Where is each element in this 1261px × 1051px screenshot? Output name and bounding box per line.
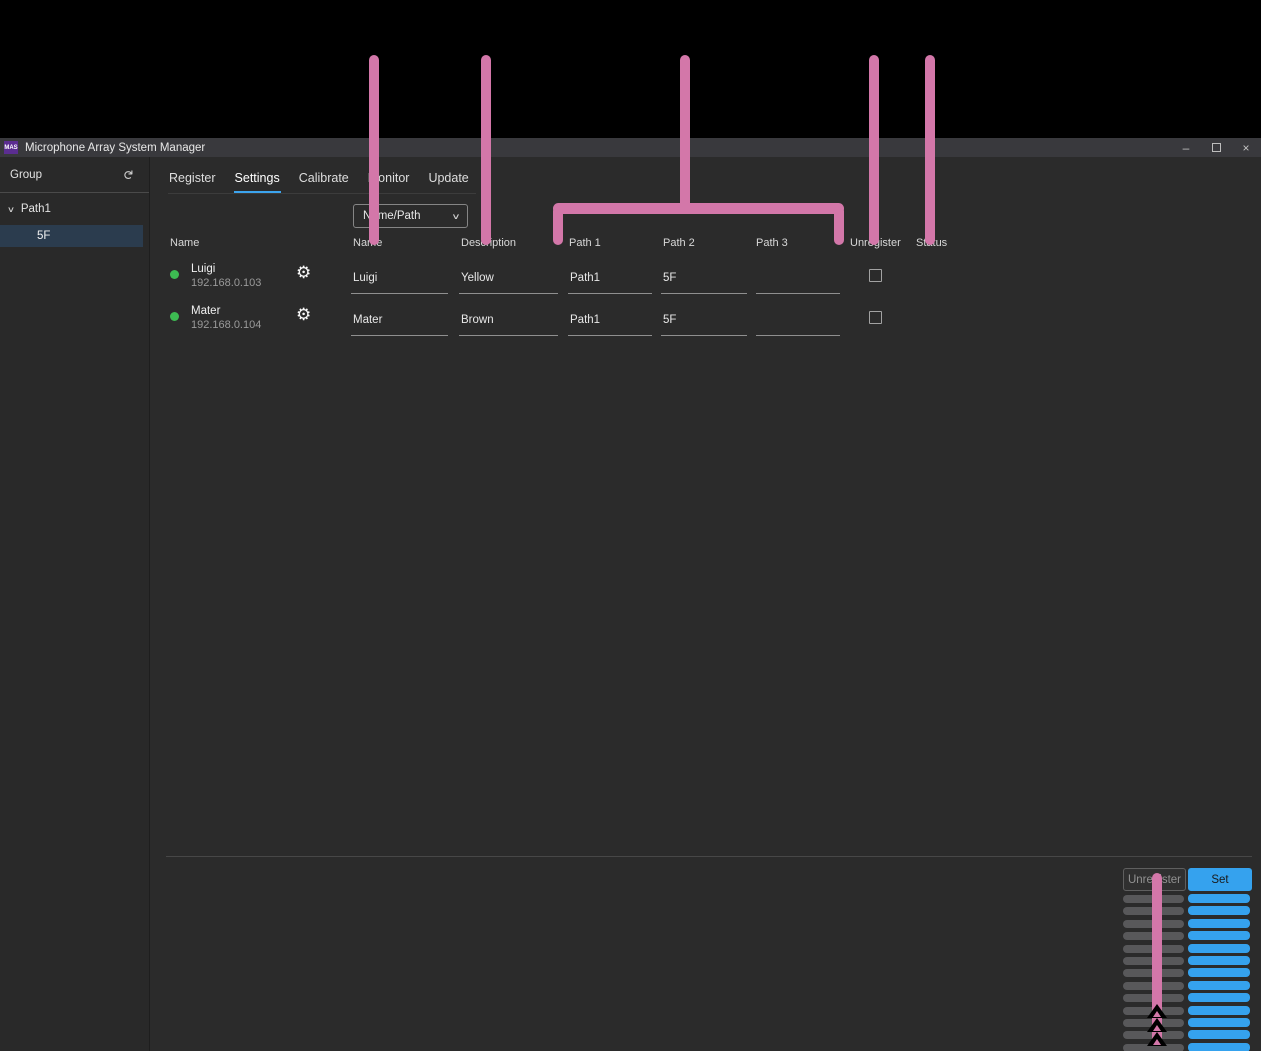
- unregister-checkbox[interactable]: [869, 269, 882, 282]
- window-controls: – ×: [1171, 138, 1261, 157]
- gear-icon[interactable]: ⚙: [296, 305, 312, 325]
- sidebar-divider: [0, 192, 149, 193]
- refresh-icon[interactable]: ↻: [120, 169, 136, 181]
- meter-segment: [1188, 968, 1250, 978]
- device-name: Luigi: [191, 263, 216, 275]
- main-content: Register Settings Calibrate Monitor Upda…: [150, 157, 1261, 1051]
- meter-segment: [1123, 1031, 1184, 1040]
- meter-column-grey: [1123, 895, 1184, 1051]
- meter-segment: [1123, 907, 1184, 916]
- tab-settings[interactable]: Settings: [233, 169, 281, 193]
- tree-node-label: Path1: [20, 203, 51, 215]
- sidebar: Group ↻ ∨ Path1 5F: [0, 157, 150, 1051]
- meter-segment: [1188, 1017, 1250, 1027]
- sort-dropdown-value: Name/Path: [363, 210, 421, 222]
- chevron-down-icon: ∨: [451, 211, 461, 221]
- app-logo-icon: MAS: [4, 141, 18, 154]
- meter-segment: [1188, 906, 1250, 916]
- meter-segment: [1188, 993, 1250, 1003]
- column-header-unregister: Unregister: [850, 237, 901, 249]
- meter-column-blue: [1188, 894, 1250, 1051]
- meter-segment: [1123, 919, 1184, 928]
- meter-segment: [1123, 1043, 1184, 1051]
- online-status-icon: [170, 270, 179, 279]
- device-ip: 192.168.0.103: [191, 277, 262, 289]
- gear-icon[interactable]: ⚙: [296, 263, 312, 283]
- path1-field[interactable]: [568, 309, 652, 336]
- meter-segment: [1123, 932, 1184, 941]
- group-label: Group: [10, 169, 42, 181]
- name-field[interactable]: [351, 309, 448, 336]
- path2-field[interactable]: [661, 309, 747, 336]
- meter-segment: [1123, 1018, 1184, 1027]
- meter-segment: [1123, 981, 1184, 990]
- device-name: Mater: [191, 305, 221, 317]
- meter-segment: [1188, 1042, 1250, 1051]
- tree-item-label: 5F: [37, 230, 51, 242]
- description-field[interactable]: [459, 309, 558, 336]
- chevron-down-icon: ∨: [6, 204, 16, 214]
- titlebar: MAS Microphone Array System Manager – ×: [0, 138, 1261, 157]
- column-header-path3: Path 3: [756, 237, 788, 249]
- column-header-name: Name: [353, 237, 383, 249]
- tab-update[interactable]: Update: [428, 171, 469, 185]
- table-row: Mater 192.168.0.104 ⚙: [150, 301, 1130, 343]
- close-button[interactable]: ×: [1242, 140, 1250, 155]
- set-button[interactable]: Set: [1188, 868, 1252, 891]
- column-header-path2: Path 2: [663, 237, 695, 249]
- meter-segment: [1123, 994, 1184, 1003]
- path2-field[interactable]: [661, 267, 747, 294]
- tab-register[interactable]: Register: [169, 171, 216, 185]
- path3-field[interactable]: [756, 267, 840, 294]
- name-field[interactable]: [351, 267, 448, 294]
- meter-segment: [1123, 1006, 1184, 1015]
- restore-button[interactable]: [1201, 138, 1231, 157]
- meter-segment: [1188, 918, 1250, 928]
- table-row: Luigi 192.168.0.103 ⚙: [150, 259, 1130, 301]
- description-field[interactable]: [459, 267, 558, 294]
- meter-segment: [1188, 894, 1250, 903]
- meter-segment: [1123, 895, 1184, 903]
- path3-field[interactable]: [756, 309, 840, 336]
- column-header-device-name: Name: [170, 237, 200, 249]
- unregister-button[interactable]: Unregister: [1123, 868, 1186, 891]
- sort-dropdown[interactable]: Name/Path ∨: [353, 204, 468, 228]
- tree-node-path1[interactable]: ∨ Path1: [6, 203, 51, 215]
- meter-segment: [1188, 1030, 1250, 1040]
- path1-field[interactable]: [568, 267, 652, 294]
- window-title: Microphone Array System Manager: [25, 141, 206, 154]
- meter-segment: [1123, 969, 1184, 978]
- column-header-path1: Path 1: [569, 237, 601, 249]
- tab-monitor[interactable]: Monitor: [367, 171, 410, 185]
- restore-icon: [1211, 140, 1224, 152]
- meter-segment: [1188, 980, 1250, 990]
- app-window: MAS Microphone Array System Manager – × …: [0, 138, 1261, 1051]
- online-status-icon: [170, 312, 179, 321]
- minimize-button[interactable]: –: [1182, 140, 1190, 155]
- tree-item-5f[interactable]: 5F: [0, 225, 143, 247]
- meter-segment: [1188, 1005, 1250, 1015]
- meter-segment: [1123, 944, 1184, 953]
- device-ip: 192.168.0.104: [191, 319, 262, 331]
- tab-calibrate[interactable]: Calibrate: [298, 171, 349, 185]
- tab-bar: Register Settings Calibrate Monitor Upda…: [168, 169, 476, 194]
- meter-segment: [1188, 943, 1250, 953]
- meter-segment: [1188, 931, 1250, 941]
- footer-separator: [166, 856, 1252, 857]
- meter-segment: [1123, 956, 1184, 965]
- column-header-description: Description: [461, 237, 517, 249]
- unregister-checkbox[interactable]: [869, 311, 882, 324]
- column-header-status: Status: [916, 237, 948, 249]
- meter-segment: [1188, 955, 1250, 965]
